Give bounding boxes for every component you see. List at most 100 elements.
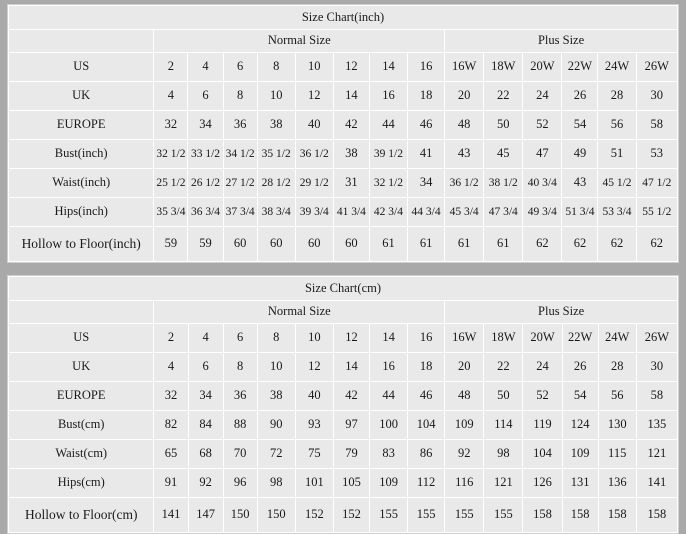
cell-cm-5-8: 116 (444, 468, 485, 498)
cell-cm-6-6: 155 (369, 497, 409, 533)
cell-cm-2-6: 44 (369, 381, 409, 411)
cell-cm-5-2: 96 (222, 468, 258, 498)
row-label-cm-0: US (7, 323, 155, 353)
cell-inch-3-5: 38 (332, 139, 370, 169)
cell-cm-0-2: 6 (222, 323, 258, 353)
cell-cm-1-6: 16 (369, 352, 409, 382)
cell-inch-1-8: 20 (444, 81, 485, 111)
cell-inch-1-10: 24 (522, 81, 563, 111)
cell-inch-2-6: 44 (368, 110, 409, 140)
cell-cm-3-11: 124 (561, 410, 599, 440)
cell-cm-6-8: 155 (444, 497, 485, 533)
cell-inch-2-12: 56 (597, 110, 637, 140)
cell-inch-4-12: 45 1/2 (597, 168, 637, 198)
cell-cm-4-0: 65 (153, 439, 189, 469)
cell-inch-4-6: 32 1/2 (368, 168, 409, 198)
cell-cm-2-8: 48 (444, 381, 485, 411)
cell-cm-0-5: 12 (332, 323, 371, 353)
cell-cm-3-1: 84 (187, 410, 224, 440)
cell-cm-6-9: 155 (483, 497, 524, 533)
cell-inch-2-10: 52 (522, 110, 563, 140)
cell-inch-2-2: 36 (222, 110, 258, 140)
cell-inch-6-4: 60 (294, 226, 334, 262)
cell-inch-4-5: 31 (332, 168, 370, 198)
cell-inch-2-5: 42 (332, 110, 370, 140)
cell-inch-4-1: 26 1/2 (187, 168, 224, 198)
cell-cm-5-0: 91 (153, 468, 189, 498)
cell-inch-5-12: 53 3/4 (597, 197, 637, 227)
table-row: US 2 4 6 8 10 12 14 16 16W 18W 20W 22W 24W 26W (7, 323, 679, 353)
cell-inch-5-9: 47 3/4 (483, 197, 524, 227)
cell-inch-5-4: 39 3/4 (294, 197, 334, 227)
cell-inch-3-4: 36 1/2 (294, 139, 334, 169)
cell-inch-0-12: 24W (597, 52, 637, 82)
group-header-corner-cm (7, 300, 155, 324)
cell-cm-0-3: 8 (256, 323, 296, 353)
chart-title-cm: Size Chart(cm) (8, 276, 678, 301)
cell-cm-2-4: 40 (294, 381, 334, 411)
cell-cm-5-9: 121 (483, 468, 524, 498)
row-label-inch-4: Waist(inch) (7, 168, 155, 198)
cell-inch-0-5: 12 (332, 52, 370, 82)
cell-cm-2-1: 34 (187, 381, 224, 411)
cell-inch-2-13: 58 (635, 110, 679, 140)
cell-inch-0-0: 2 (153, 52, 189, 82)
cell-cm-6-12: 158 (597, 497, 637, 533)
chart-title-row-inch: Size Chart(inch) (8, 5, 678, 30)
cell-cm-4-2: 70 (222, 439, 258, 469)
cell-cm-1-11: 26 (561, 352, 599, 382)
cell-cm-0-11: 22W (561, 323, 599, 353)
cell-cm-0-7: 16 (407, 323, 446, 353)
cell-cm-6-1: 147 (187, 497, 224, 533)
cell-cm-0-9: 18W (483, 323, 524, 353)
cell-inch-0-10: 20W (522, 52, 563, 82)
cell-cm-3-4: 93 (294, 410, 334, 440)
cell-cm-0-12: 24W (597, 323, 637, 353)
cell-cm-0-1: 4 (187, 323, 224, 353)
cell-cm-4-11: 109 (561, 439, 599, 469)
cell-inch-2-1: 34 (187, 110, 224, 140)
cell-inch-3-7: 41 (407, 139, 446, 169)
cell-cm-4-12: 115 (597, 439, 637, 469)
cell-cm-4-4: 75 (294, 439, 334, 469)
group-header-cm-1: Plus Size (444, 300, 678, 324)
cell-cm-4-3: 72 (256, 439, 296, 469)
cell-inch-3-9: 45 (483, 139, 524, 169)
cell-inch-6-3: 60 (256, 226, 296, 262)
cell-cm-6-3: 150 (256, 497, 296, 533)
table-row: Waist(inch) 25 1/2 26 1/2 27 1/2 28 1/2 29 1/… (7, 168, 679, 198)
chart-title-row-cm: Size Chart(cm) (8, 276, 678, 301)
cell-inch-3-10: 47 (522, 139, 563, 169)
cell-inch-1-4: 12 (294, 81, 334, 111)
cell-cm-6-0: 141 (153, 497, 189, 533)
cell-cm-3-3: 90 (256, 410, 296, 440)
row-label-cm-3: Bust(cm) (7, 410, 155, 440)
row-label-inch-1: UK (7, 81, 155, 111)
cell-cm-4-9: 98 (483, 439, 524, 469)
cell-cm-4-13: 121 (635, 439, 679, 469)
cell-inch-1-5: 14 (332, 81, 370, 111)
cell-cm-1-13: 30 (635, 352, 679, 382)
cell-inch-5-1: 36 3/4 (187, 197, 224, 227)
cell-cm-0-4: 10 (294, 323, 334, 353)
cell-cm-2-13: 58 (635, 381, 679, 411)
cell-cm-6-13: 158 (635, 497, 679, 533)
cell-inch-3-8: 43 (444, 139, 485, 169)
cell-cm-1-1: 6 (187, 352, 224, 382)
table-row: UK 4 6 8 10 12 14 16 18 20 22 24 26 28 30 (7, 352, 679, 382)
cell-inch-0-9: 18W (483, 52, 524, 82)
cell-inch-1-3: 10 (256, 81, 296, 111)
cell-cm-3-7: 104 (407, 410, 446, 440)
cell-inch-1-6: 16 (368, 81, 409, 111)
cell-inch-3-3: 35 1/2 (256, 139, 296, 169)
size-chart-inch-block: Size Chart(inch) Normal Size Plus Size US 2 4… (7, 4, 679, 263)
group-header-cm-0: Normal Size (153, 300, 446, 324)
cell-inch-2-4: 40 (294, 110, 334, 140)
group-header-row-cm: Normal Size Plus Size (7, 300, 678, 324)
cell-inch-2-9: 50 (483, 110, 524, 140)
cell-cm-1-2: 8 (222, 352, 258, 382)
row-label-cm-5: Hips(cm) (7, 468, 155, 498)
cell-inch-3-11: 49 (561, 139, 599, 169)
table-row: Waist(cm) 65 68 70 72 75 79 83 86 92 98 104 109 115 12… (7, 439, 679, 469)
row-label-cm-2: EUROPE (7, 381, 155, 411)
